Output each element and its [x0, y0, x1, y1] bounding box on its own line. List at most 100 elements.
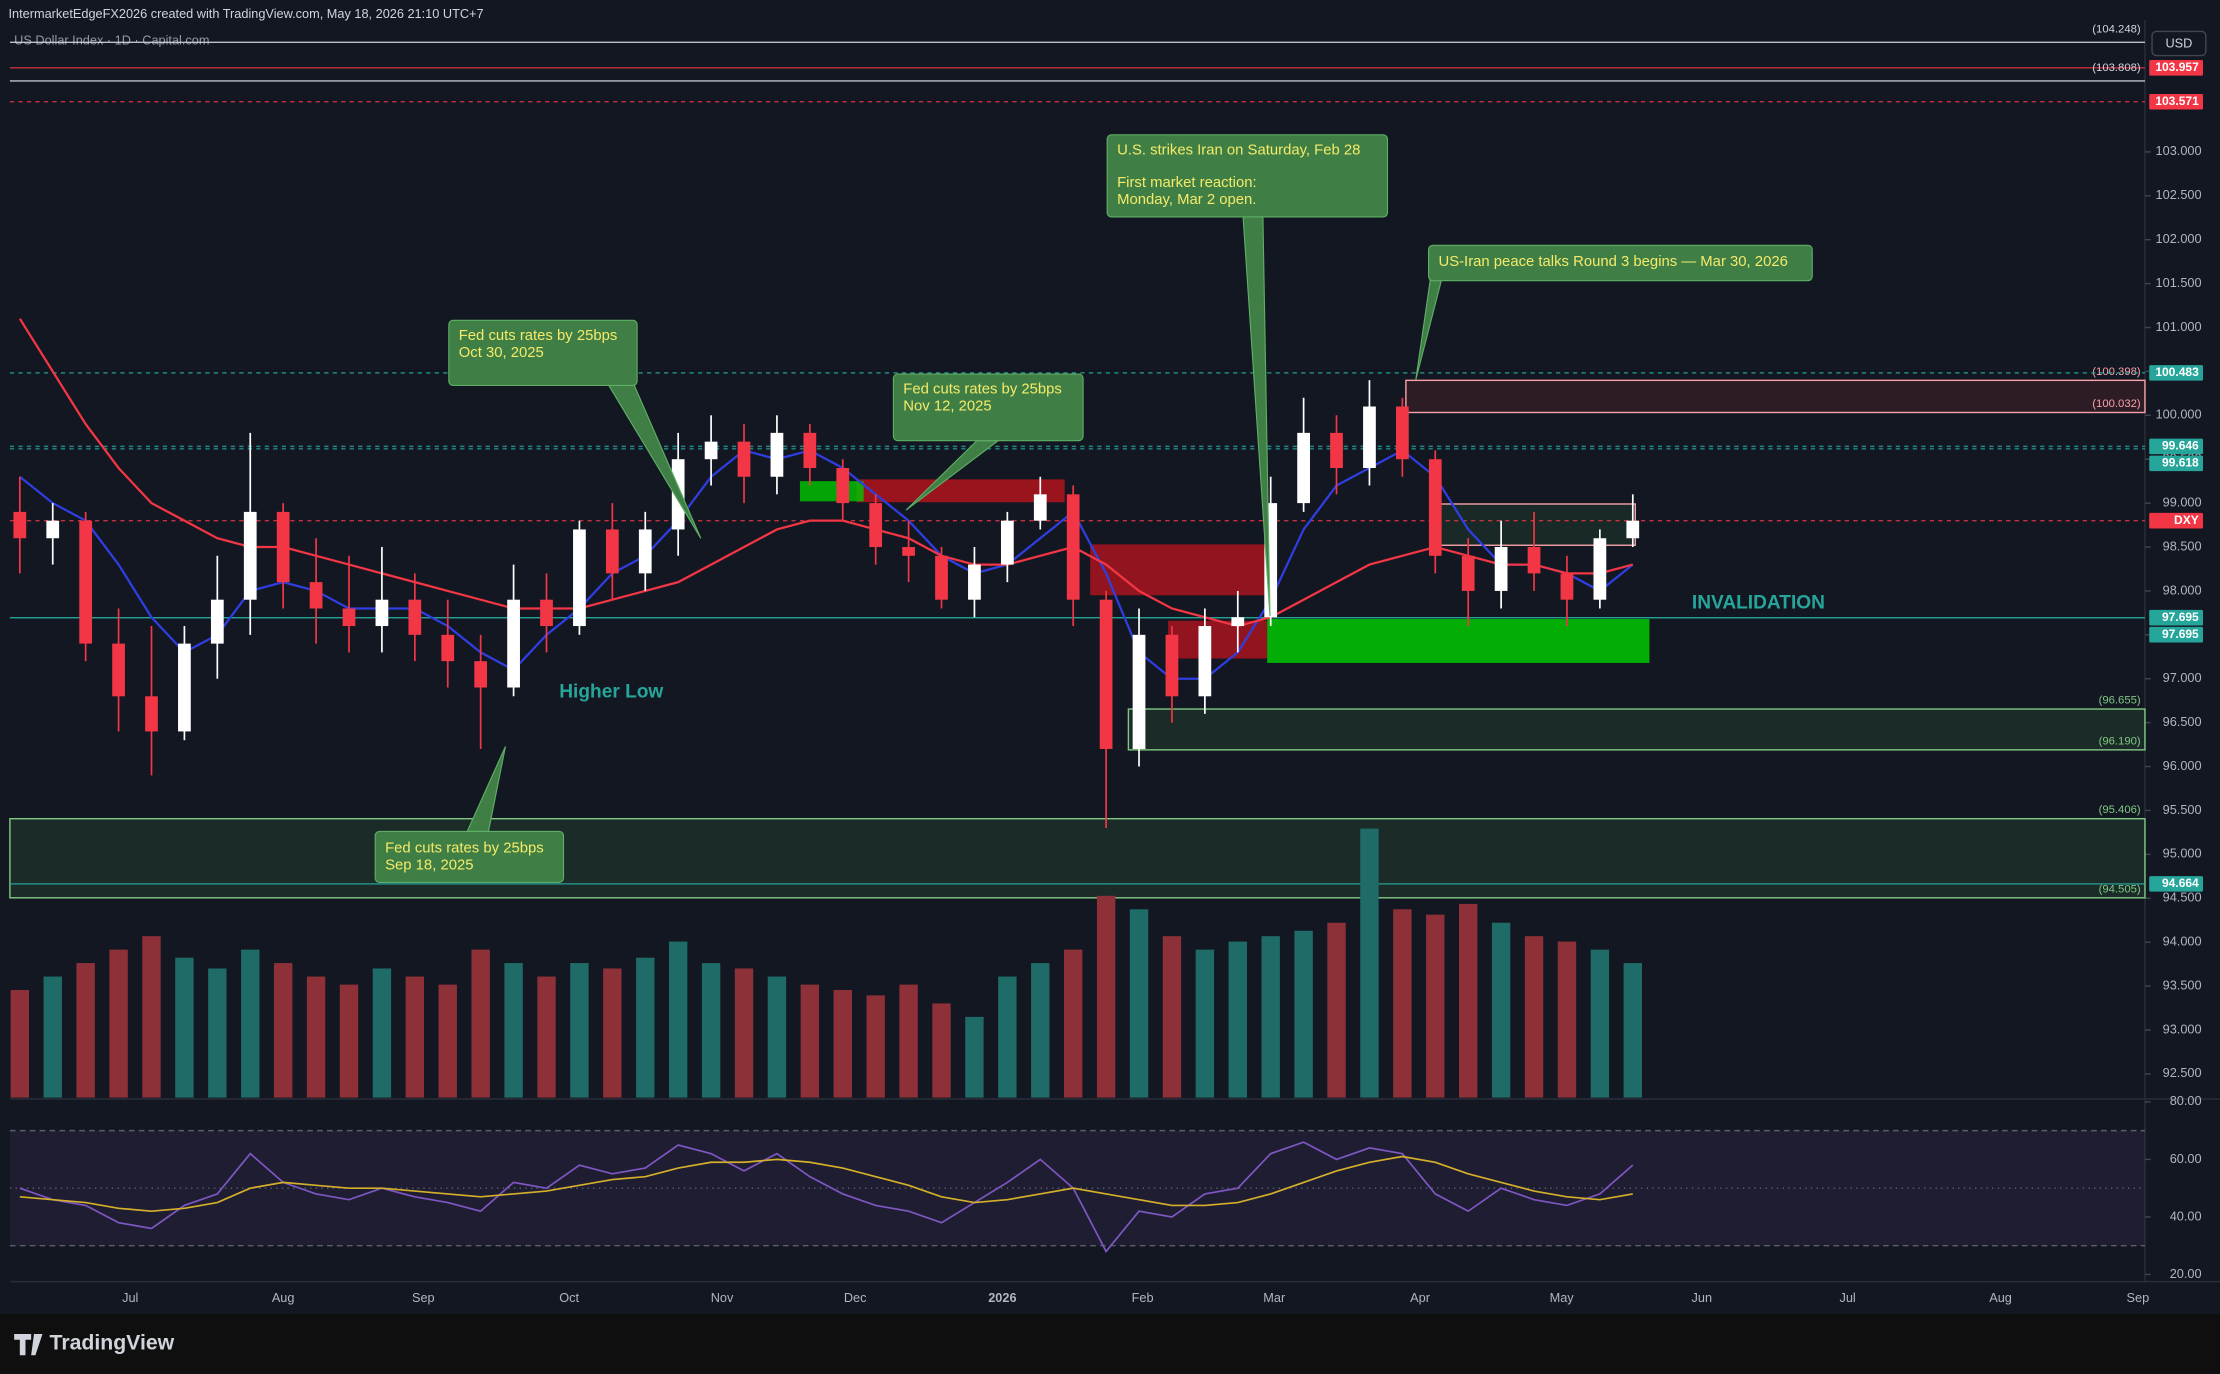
y-tick-label: 95.000 — [2163, 846, 2202, 861]
price-tag-label: 100.483 — [2155, 365, 2199, 379]
price-tag — [2149, 93, 2204, 110]
volume-bar — [1195, 949, 1215, 1098]
annotation-box — [374, 830, 565, 883]
y-tick-label: 100.000 — [2156, 407, 2202, 422]
annotation-text: Fed cuts rates by 25bps — [385, 840, 544, 856]
header: IntermarketEdgeFX2026 created with Tradi… — [8, 6, 483, 21]
volume-bar — [1129, 909, 1149, 1098]
candle-body — [869, 503, 883, 548]
x-tick-label: Feb — [1132, 1290, 1154, 1305]
candle-body — [540, 599, 553, 627]
x-tick-label: Jun — [1692, 1290, 1713, 1305]
x-tick-label: Jul — [1839, 1290, 1855, 1305]
annotation-text: Sep 18, 2025 — [385, 857, 473, 873]
volume-bar — [43, 976, 62, 1098]
candle-body — [79, 520, 93, 644]
price-note: (103.808) — [2092, 62, 2141, 74]
price-tag-label: 94.664 — [2162, 876, 2199, 890]
price-tag — [2149, 876, 2204, 892]
annotation-text: First market reaction: — [1117, 175, 1257, 191]
candle-body — [13, 511, 27, 539]
zone — [1168, 620, 1268, 659]
volume-bar — [306, 976, 326, 1098]
candle-body — [1593, 538, 1607, 600]
volume-bar — [471, 949, 490, 1098]
price-tag — [2149, 438, 2204, 455]
volume-bar — [208, 968, 227, 1098]
x-tick-label: Sep — [2127, 1290, 2150, 1305]
volume-bar — [932, 1003, 951, 1098]
volume-bar — [734, 968, 754, 1098]
volume-bar — [504, 963, 523, 1098]
volume-bar — [701, 963, 721, 1098]
y-tick-label: 94.000 — [2163, 934, 2202, 949]
candle-body — [243, 511, 257, 600]
candle-body — [968, 564, 981, 600]
volume-bar — [570, 963, 589, 1098]
annotation-text: Monday, Mar 2 open. — [1117, 192, 1256, 208]
candle-body — [210, 599, 224, 644]
x-tick-label: Dec — [844, 1290, 867, 1305]
rsi-tick-label: 40.00 — [2170, 1208, 2202, 1223]
annotation-text: Fed cuts rates by 25bps — [903, 382, 1062, 398]
y-tick-label: 98.500 — [2163, 538, 2202, 553]
volume-bar — [1491, 922, 1511, 1098]
annotation-box — [448, 319, 638, 386]
zone-label: (100.398) — [2092, 366, 2141, 378]
y-tick-label: 95.500 — [2163, 802, 2202, 817]
zone-label: (95.406) — [2099, 804, 2141, 816]
candle-body — [1494, 547, 1508, 591]
volume-bar — [1590, 949, 1610, 1098]
price-tag-label: 99.618 — [2162, 456, 2199, 470]
footer-bar — [0, 1314, 2220, 1374]
y-tick-label: 94.500 — [2163, 890, 2202, 905]
candle-body — [342, 608, 356, 627]
volume-bar — [965, 1016, 984, 1098]
candle-body — [1560, 573, 1574, 600]
price-tag-label: 97.695 — [2162, 610, 2199, 624]
candle-body — [902, 547, 915, 556]
candle-body — [375, 599, 389, 627]
candle-body — [309, 582, 323, 609]
annotation-text: Nov 12, 2025 — [903, 399, 991, 415]
x-tick-label: Jul — [122, 1290, 138, 1305]
candle-body — [112, 643, 125, 697]
zone — [9, 817, 2146, 899]
chart-title: US Dollar Index · 1D · Capital.com — [14, 33, 209, 48]
price-tag-label: 103.571 — [2155, 94, 2199, 108]
annotation-text: U.S. strikes Iran on Saturday, Feb 28 — [1117, 142, 1360, 158]
x-tick-label: Mar — [1263, 1290, 1286, 1305]
y-tick-label: 96.000 — [2163, 758, 2202, 773]
price-tag — [2149, 365, 2204, 381]
x-tick-label: Nov — [711, 1290, 734, 1305]
volume-bar — [1360, 828, 1379, 1098]
currency-label[interactable]: USD — [2165, 36, 2192, 51]
candle-body — [276, 511, 290, 583]
candle-body — [1033, 494, 1047, 521]
candle-body — [704, 441, 718, 460]
volume-bar — [339, 984, 359, 1098]
price-tag — [2149, 455, 2204, 472]
candle-body — [1132, 634, 1146, 749]
volume-bar — [1228, 941, 1247, 1098]
candle-body — [1363, 406, 1376, 468]
y-tick-label: 93.500 — [2163, 977, 2202, 992]
annotation-box — [1106, 134, 1389, 218]
currency-button[interactable] — [2151, 30, 2207, 57]
annotation-box — [1427, 244, 1813, 282]
price-tag — [2149, 626, 2204, 643]
candle-body — [507, 599, 520, 688]
candle-body — [1165, 634, 1179, 697]
volume-bar — [1458, 903, 1478, 1098]
volume-bar — [636, 957, 655, 1098]
candle-body — [1297, 432, 1310, 504]
y-tick-label: 102.000 — [2156, 231, 2202, 246]
zone-label: (94.505) — [2099, 883, 2141, 895]
chart-label: Higher Low — [559, 682, 663, 703]
zone — [1127, 708, 2146, 751]
price-tag-label: DXY — [2174, 513, 2199, 527]
candle-body — [737, 441, 751, 477]
annotation-text: Oct 30, 2025 — [459, 345, 544, 361]
logo-icon — [14, 1334, 43, 1356]
